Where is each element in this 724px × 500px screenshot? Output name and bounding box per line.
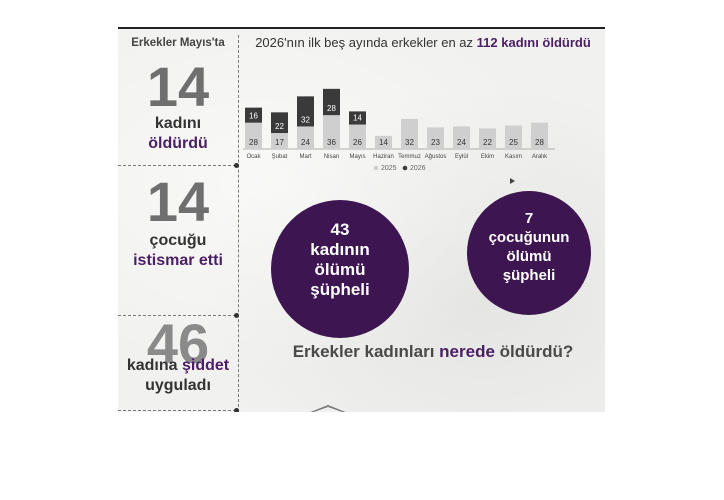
bar-2026-0: [245, 107, 262, 123]
infographic-card: Erkekler Mayıs'ta 14 kadını öldürdü 14 ç…: [118, 27, 605, 412]
left-stats-column: Erkekler Mayıs'ta 14 kadını öldürdü 14 ç…: [118, 27, 238, 412]
question-highlight: nerede: [439, 342, 495, 361]
bar-label-2025-2: 24: [301, 138, 310, 147]
month-label-7: Ağustos: [425, 154, 447, 160]
bar-label-2025-1: 17: [275, 138, 284, 147]
bar-label-2025-6: 32: [405, 138, 414, 147]
legend-label-2026: 2026: [410, 165, 426, 172]
divider-2: [118, 315, 236, 317]
bar-2025-10: [505, 125, 522, 149]
stat-violence-value: 46: [146, 312, 210, 375]
circle-women-line4: şüpheli: [310, 280, 370, 299]
stat-violence-line1-highlight: şiddet: [182, 357, 230, 374]
bar-2025-7: [427, 127, 444, 149]
month-label-5: Haziran: [373, 154, 394, 160]
bar-label-2025-4: 26: [353, 138, 362, 147]
bar-label-2025-9: 22: [483, 138, 492, 147]
circle-women-number: 43: [330, 220, 350, 239]
divider-1: [118, 165, 236, 167]
question-before: Erkekler kadınları: [292, 342, 440, 361]
stat-violence-line1: kadına şiddet: [118, 357, 238, 375]
month-label-0: Ocak: [246, 154, 261, 160]
map-outline-icon: [308, 405, 348, 412]
bar-2026-4: [349, 111, 366, 125]
divider-dot-3: [234, 408, 239, 412]
bar-2026-1: [271, 112, 288, 134]
chart-title: 2026'nın ilk beş ayında erkekler en az 1…: [243, 35, 603, 50]
month-label-6: Temmuz: [398, 154, 421, 160]
circle-women-suspicious: 43 kadının ölümü şüpheli: [271, 200, 409, 338]
where-question-heading: Erkekler kadınları nerede öldürdü?: [273, 342, 593, 362]
stat-women-killed-line1: kadını: [154, 115, 202, 132]
stat-violence-line2: uyguladı: [145, 377, 211, 394]
circle-women-line2: kadının: [310, 240, 370, 259]
circle-children-line3: ölümü: [506, 248, 552, 265]
month-label-3: Nisan: [324, 154, 339, 160]
legend-swatch-2025: [373, 165, 379, 171]
month-label-1: Şubat: [272, 154, 288, 160]
monthly-bar-chart: 28 16 Ocak 17 22 Şubat 24 32 Mart 36 28 Nisan 26 14 Ma…: [243, 88, 555, 172]
stat-violence-line1-plain: kadına: [126, 357, 182, 374]
bar-label-2025-7: 23: [431, 138, 440, 147]
circle-women-line3: ölümü: [314, 260, 366, 279]
top-border: [118, 27, 605, 29]
column-divider: [238, 35, 240, 412]
bar-2025-9: [479, 128, 496, 149]
month-label-4: Mayıs: [349, 154, 365, 160]
month-label-11: Aralık: [532, 154, 548, 160]
bar-label-2026-2: 32: [301, 115, 310, 124]
bar-label-2025-0: 28: [249, 138, 258, 147]
circle-children-line2: çocuğunun: [488, 229, 570, 246]
bar-2025-3: [323, 115, 340, 149]
legend-swatch-2026: [402, 165, 408, 171]
month-label-10: Kasım: [505, 154, 522, 160]
bar-2025-0: [245, 122, 262, 149]
circle-children-number: 7: [524, 210, 534, 227]
bar-label-2025-8: 24: [457, 138, 466, 147]
bar-label-2026-0: 16: [249, 112, 258, 121]
bar-label-2026-3: 28: [327, 104, 336, 113]
divider-dot-1: [234, 163, 239, 168]
month-label-8: Eylül: [455, 154, 468, 160]
question-after: öldürdü?: [494, 342, 574, 361]
chart-title-highlight: 112 kadını öldürdü: [476, 35, 591, 50]
bar-2025-5: [375, 135, 392, 149]
legend-label-2025: 2025: [381, 165, 397, 172]
bar-2025-4: [349, 124, 366, 149]
bar-label-2025-3: 36: [327, 138, 336, 147]
bar-2025-8: [453, 126, 470, 149]
cursor-arrow-icon: [510, 178, 515, 184]
stat-children-line1: çocuğu: [149, 232, 207, 249]
bar-2025-2: [297, 126, 314, 149]
month-label-9: Ekim: [481, 154, 494, 160]
bar-label-2026-1: 22: [275, 122, 284, 131]
stat-women-killed-value: 14: [146, 55, 210, 118]
bar-2025-1: [271, 133, 288, 149]
stat-children-line2: istismar etti: [133, 252, 223, 269]
left-header: Erkekler Mayıs'ta: [131, 37, 225, 49]
bar-label-2026-4: 14: [353, 114, 362, 123]
stat-women-killed-line2: öldürdü: [148, 135, 208, 152]
bar-2026-3: [323, 88, 340, 116]
chart-title-prefix: 2026'nın ilk beş ayında erkekler en az: [255, 35, 477, 50]
bar-2025-11: [531, 122, 548, 149]
bar-2026-2: [297, 96, 314, 127]
month-label-2: Mart: [300, 154, 312, 160]
bar-label-2025-10: 25: [509, 138, 518, 147]
divider-3: [118, 410, 236, 412]
bar-2025-6: [401, 118, 418, 149]
circle-children-line4: şüpheli: [502, 267, 556, 284]
stat-children-value: 14: [146, 170, 210, 233]
bar-label-2025-5: 14: [379, 138, 388, 147]
divider-dot-2: [234, 313, 239, 318]
circle-children-suspicious: 7 çocuğunun ölümü şüpheli: [467, 191, 591, 315]
bar-label-2025-11: 28: [535, 138, 544, 147]
